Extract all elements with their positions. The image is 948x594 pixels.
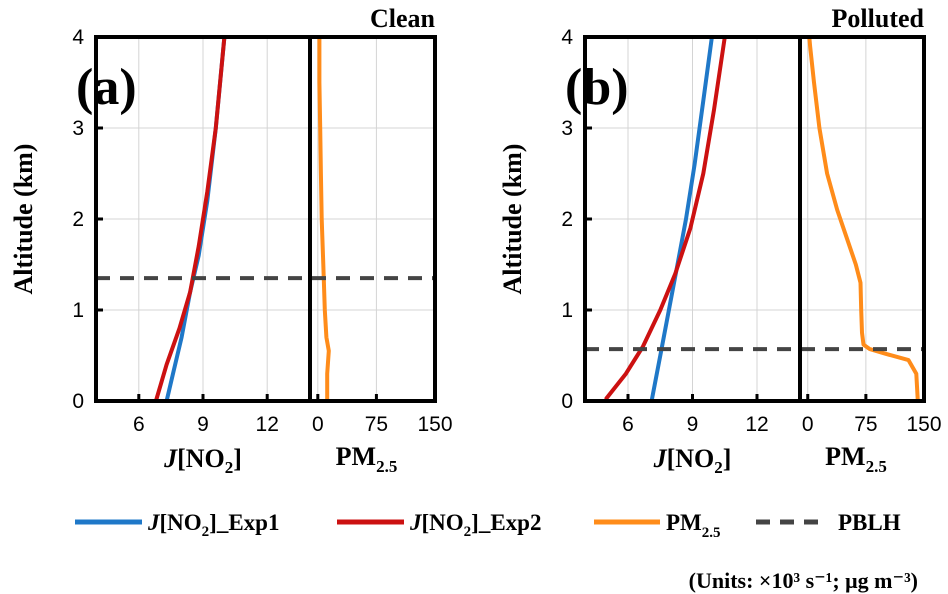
x-axis-label-left: J[NO2] bbox=[653, 444, 732, 477]
y-axis-label: Altitude (km) bbox=[498, 144, 527, 295]
x-tick-label-right: 75 bbox=[854, 413, 877, 436]
y-tick-label: 4 bbox=[72, 26, 84, 49]
series-j-no2-exp2-left bbox=[153, 35, 227, 403]
x-tick-label-right: 0 bbox=[802, 413, 814, 436]
y-tick-label: 3 bbox=[72, 117, 84, 140]
x-tick-label-left: 12 bbox=[256, 413, 279, 436]
x-tick-label-left: 12 bbox=[745, 413, 768, 436]
x-tick-label-left: 6 bbox=[622, 413, 634, 436]
x-tick-label-right: 150 bbox=[417, 413, 452, 436]
y-tick-label: 2 bbox=[72, 208, 84, 231]
panel-label: (b) bbox=[565, 59, 629, 116]
x-tick-label-left: 6 bbox=[133, 413, 145, 436]
y-tick-label: 2 bbox=[561, 208, 573, 231]
legend: J[NO2]_Exp1 J[NO2]_Exp2 PM2.5 PBLH bbox=[75, 510, 901, 541]
legend-label-0: J[NO2]_Exp1 bbox=[147, 510, 279, 540]
x-tick-label-right: 75 bbox=[365, 413, 388, 436]
series-j-no2-exp2-left bbox=[604, 35, 727, 401]
panel-label: (a) bbox=[76, 59, 137, 116]
panel-title: Clean bbox=[370, 4, 436, 33]
x-tick-label-right: 0 bbox=[312, 413, 324, 436]
x-tick-label-right: 150 bbox=[906, 413, 941, 436]
panel-title: Polluted bbox=[832, 4, 925, 33]
x-tick-label-left: 9 bbox=[687, 413, 699, 436]
x-axis-label-right: PM2.5 bbox=[336, 442, 398, 476]
series-pm2-5-right bbox=[317, 35, 331, 403]
x-axis-label-left: J[NO2] bbox=[163, 444, 242, 477]
series-pm2-5-right bbox=[807, 35, 920, 403]
y-tick-label: 0 bbox=[561, 390, 573, 413]
x-axis-label-right: PM2.5 bbox=[825, 442, 887, 476]
y-tick-label: 1 bbox=[561, 299, 573, 322]
units-note: (Units: ×10³ s⁻¹; μg m⁻³) bbox=[689, 568, 918, 593]
legend-label-2: PM2.5 bbox=[666, 510, 721, 541]
legend-label-3: PBLH bbox=[838, 510, 901, 535]
x-tick-label-left: 9 bbox=[197, 413, 209, 436]
y-tick-label: 0 bbox=[72, 390, 84, 413]
y-axis-label: Altitude (km) bbox=[9, 144, 38, 295]
y-tick-label: 3 bbox=[561, 117, 573, 140]
legend-label-1: J[NO2]_Exp2 bbox=[409, 510, 541, 540]
y-tick-label: 4 bbox=[561, 26, 573, 49]
y-tick-label: 1 bbox=[72, 299, 84, 322]
